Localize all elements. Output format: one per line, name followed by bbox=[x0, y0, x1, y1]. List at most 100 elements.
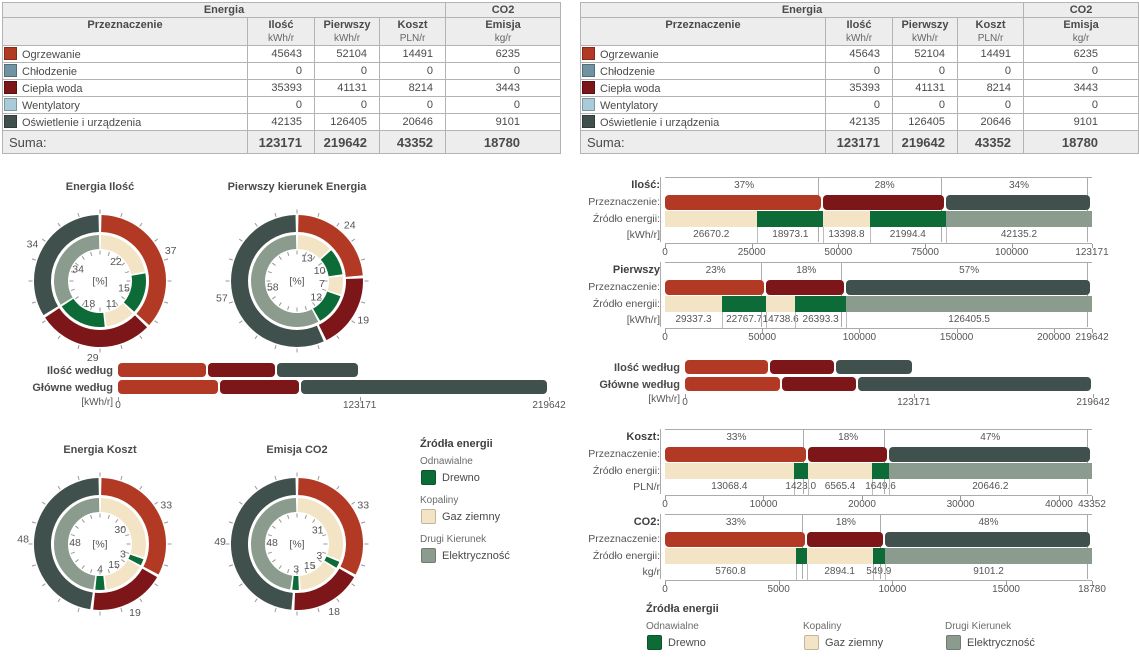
donut-tick bbox=[121, 559, 125, 563]
przeznaczenie-bar-label: Przeznaczenie: bbox=[588, 196, 660, 208]
przeznaczenie-segment bbox=[807, 447, 887, 462]
zrodlo-bar-track bbox=[665, 211, 1092, 227]
donut-tick bbox=[254, 222, 258, 227]
donut-tick bbox=[272, 559, 276, 563]
donut-segment-inner bbox=[61, 298, 105, 327]
donut-tick bbox=[322, 551, 327, 554]
donut-tick bbox=[115, 519, 119, 523]
donut-tick bbox=[267, 534, 272, 537]
donut-tick bbox=[312, 256, 316, 260]
percent-label: 34% bbox=[1008, 180, 1029, 191]
legend-item: Gaz ziemny bbox=[803, 635, 883, 650]
donut-tick bbox=[238, 238, 243, 242]
zrodlo-segment bbox=[888, 463, 1092, 479]
zrodlo-segment bbox=[665, 296, 723, 312]
bar-segment bbox=[835, 360, 912, 374]
donut-tick bbox=[287, 306, 290, 311]
value-cell: 0 bbox=[445, 62, 562, 80]
donut-tick bbox=[125, 534, 130, 537]
axis-tick bbox=[665, 496, 666, 500]
przeznaczenie-segment bbox=[885, 532, 1090, 547]
axis-track: 0 123171 219642 bbox=[115, 397, 566, 411]
axis-tick bbox=[665, 244, 666, 248]
row-label-cell: Wentylatory bbox=[580, 96, 826, 114]
donut-tick bbox=[336, 485, 340, 490]
axis-tick-label: 0 bbox=[662, 584, 668, 595]
legend-column: Odnawialne Drewno bbox=[646, 621, 706, 660]
value-separator bbox=[888, 479, 890, 495]
donut-segment-outer bbox=[230, 478, 297, 610]
value-cell: 0 bbox=[892, 96, 958, 114]
przeznaczenie-segment bbox=[945, 195, 1090, 210]
unit-header: kWh/r bbox=[892, 32, 958, 46]
value-cell: 6235 bbox=[445, 45, 562, 63]
donut-tick bbox=[322, 534, 327, 537]
table-row: Oświetlenie i urządzenia 42135 126405 20646… bbox=[580, 113, 1139, 131]
legend-column: Drugi Kierunek Elektryczność bbox=[945, 621, 1035, 660]
value-cell: 9101 bbox=[445, 113, 562, 131]
donut-center-label: [%] bbox=[289, 539, 304, 551]
value-cell: 42135 bbox=[247, 113, 315, 131]
axis-tick bbox=[685, 394, 686, 398]
bar-row: Ilość według bbox=[2, 363, 549, 378]
donut-tick bbox=[351, 320, 356, 324]
row-color-swatch bbox=[582, 115, 595, 128]
bar-axis: [kWh/r] 0 123171 219642 bbox=[2, 397, 566, 411]
donut-tick bbox=[77, 212, 80, 217]
table-units-row: kWh/r kWh/r PLN/r kg/r bbox=[2, 32, 562, 46]
unit-header: kWh/r bbox=[247, 32, 315, 46]
axis-tick-label: 0 bbox=[115, 400, 121, 411]
axis-tick bbox=[956, 329, 958, 333]
value-separator bbox=[823, 227, 825, 243]
donut-tick bbox=[77, 475, 80, 480]
zrodlo-segment bbox=[872, 463, 889, 479]
axis-tick bbox=[925, 244, 926, 248]
bar-row-label: Ilość według bbox=[613, 361, 680, 374]
przeznaczenie-segment bbox=[823, 195, 944, 210]
unit-header bbox=[2, 32, 248, 46]
donut-tick bbox=[164, 564, 169, 567]
value-cell: 0 bbox=[378, 96, 447, 114]
legend-group-label: Odnawialne bbox=[420, 456, 473, 467]
donut-segment-inner bbox=[251, 498, 297, 590]
bar-row-label: Główne według bbox=[32, 381, 113, 394]
zrodlo-bar: Źródło energii: bbox=[582, 463, 1092, 479]
axis-tick-label: 18780 bbox=[1078, 584, 1106, 595]
donut-tick bbox=[154, 501, 159, 505]
donut-label: 22 bbox=[110, 256, 122, 268]
value-cell: 42135 bbox=[825, 113, 893, 131]
donut-tick bbox=[238, 320, 243, 324]
donut-tick bbox=[70, 551, 75, 554]
donut-label: 37 bbox=[165, 245, 177, 257]
donut-tick bbox=[57, 598, 61, 603]
donut-segment-outer bbox=[100, 215, 166, 326]
donut-segment-inner bbox=[123, 273, 146, 312]
legend-item-label: Gaz ziemny bbox=[825, 636, 884, 649]
donut-tick bbox=[278, 256, 282, 260]
row-color-swatch bbox=[4, 81, 17, 94]
donut-tick bbox=[31, 301, 36, 304]
values-row-track: 26670.2 18973.1 13398.8 21994.4 42135.2 bbox=[665, 227, 1092, 244]
value-separator bbox=[766, 312, 768, 328]
group-boundary-line bbox=[660, 262, 661, 327]
donut-tick bbox=[31, 521, 36, 524]
bar-segment bbox=[685, 377, 780, 391]
percent-label: 57% bbox=[959, 265, 980, 276]
donut-tick bbox=[361, 301, 366, 304]
zrodlo-segment bbox=[665, 548, 796, 564]
donut-label: 31 bbox=[312, 524, 324, 536]
donut-label: 19 bbox=[129, 607, 141, 619]
donut-tick bbox=[317, 345, 320, 350]
donut-label: 3 bbox=[316, 550, 322, 562]
zrodlo-value-label: 13398.8 bbox=[828, 229, 865, 240]
value-cell: 0 bbox=[314, 96, 380, 114]
donut-tick bbox=[287, 569, 290, 574]
row-label-cell: Chłodzenie bbox=[580, 62, 826, 80]
axis-tick-label: 40000 bbox=[1045, 499, 1073, 510]
legend-item: Elektryczność bbox=[420, 548, 570, 563]
donut-segment-inner bbox=[104, 303, 133, 327]
legend-title: Źródła energii bbox=[646, 603, 719, 615]
value-separator bbox=[807, 479, 809, 495]
axis-tick-label: 25000 bbox=[737, 247, 766, 258]
row-label: Oświetlenie i urządzenia bbox=[600, 117, 720, 129]
